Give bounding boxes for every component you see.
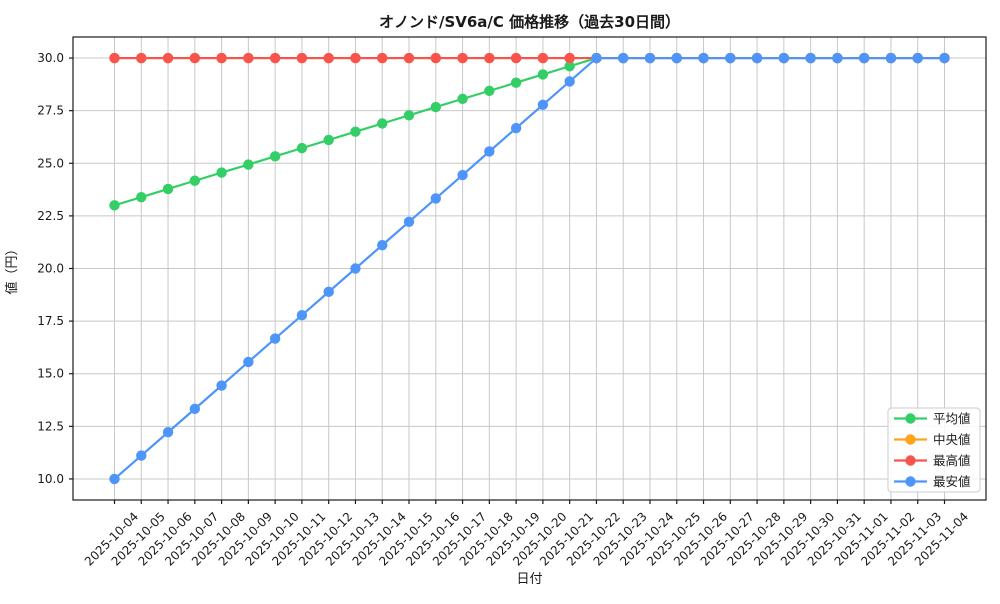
series-average-marker bbox=[350, 126, 361, 137]
series-lowest-marker bbox=[912, 52, 923, 64]
series-average-marker bbox=[430, 101, 441, 113]
legend-label: 中央値 bbox=[933, 432, 971, 447]
series-lowest-marker bbox=[350, 263, 361, 274]
series-lowest-marker bbox=[885, 52, 897, 64]
y-tick-label: 22.5 bbox=[37, 209, 64, 223]
legend-label: 最安値 bbox=[933, 474, 971, 489]
y-tick-label: 20.0 bbox=[37, 262, 64, 276]
series-lowest-marker bbox=[136, 450, 147, 461]
series-lowest-marker bbox=[537, 99, 549, 110]
series-highest-marker bbox=[189, 52, 201, 64]
series-lowest-marker bbox=[644, 52, 656, 64]
series-highest-marker bbox=[162, 52, 174, 64]
series-highest-marker bbox=[109, 52, 120, 64]
series-average-marker bbox=[189, 175, 201, 186]
series-layer bbox=[109, 52, 950, 485]
series-highest-marker bbox=[564, 52, 575, 64]
series-lowest-marker bbox=[189, 403, 201, 415]
series-highest-marker bbox=[216, 52, 227, 64]
series-average-marker bbox=[109, 200, 120, 211]
series-lowest bbox=[109, 52, 950, 485]
series-lowest-marker bbox=[725, 52, 736, 64]
y-tick-label: 17.5 bbox=[37, 314, 64, 328]
series-lowest-marker bbox=[832, 52, 843, 64]
legend-item-median: 中央値 bbox=[894, 432, 971, 447]
series-average-marker bbox=[564, 61, 575, 72]
series-lowest-marker bbox=[430, 193, 441, 204]
series-lowest-marker bbox=[510, 122, 522, 134]
series-lowest-marker bbox=[216, 380, 227, 391]
series-highest-marker bbox=[377, 52, 388, 64]
series-lowest-marker bbox=[591, 52, 602, 64]
y-axis-label: 値（円） bbox=[4, 242, 20, 294]
series-lowest-marker bbox=[296, 310, 308, 321]
series-lowest-marker bbox=[778, 52, 790, 64]
series-average-marker bbox=[377, 118, 388, 129]
legend-marker-icon bbox=[905, 434, 916, 445]
legend-item-lowest: 最安値 bbox=[894, 474, 971, 489]
legend-marker-icon bbox=[905, 455, 916, 466]
legend-item-highest: 最高値 bbox=[894, 453, 971, 468]
series-average-marker bbox=[403, 110, 415, 121]
series-lowest-marker bbox=[939, 52, 950, 64]
series-average-marker bbox=[136, 191, 147, 203]
y-tick-label: 12.5 bbox=[37, 419, 64, 433]
series-lowest-marker bbox=[457, 169, 468, 181]
series-lowest-marker bbox=[403, 216, 415, 227]
x-axis-label: 日付 bbox=[516, 572, 542, 587]
series-lowest-marker bbox=[162, 427, 174, 438]
series-average-marker bbox=[537, 69, 549, 80]
series-highest-marker bbox=[457, 52, 468, 64]
series-highest-marker bbox=[296, 52, 308, 64]
series-average-marker bbox=[323, 134, 334, 146]
series-average-marker bbox=[243, 159, 254, 170]
series-highest-marker bbox=[269, 52, 281, 64]
series-highest-marker bbox=[350, 52, 361, 64]
series-highest-marker bbox=[430, 52, 441, 64]
legend-item-average: 平均値 bbox=[894, 411, 971, 426]
series-lowest-marker bbox=[698, 52, 709, 64]
legend-label: 最高値 bbox=[933, 453, 971, 468]
series-highest-marker bbox=[136, 52, 147, 64]
series-lowest-marker bbox=[564, 76, 575, 87]
series-lowest-marker bbox=[323, 286, 334, 298]
series-lowest-marker bbox=[805, 52, 816, 64]
series-average-marker bbox=[269, 151, 281, 162]
series-lowest-marker bbox=[243, 356, 254, 368]
legend-label: 平均値 bbox=[933, 411, 971, 426]
y-tick-label: 30.0 bbox=[37, 51, 64, 65]
series-lowest-marker bbox=[618, 52, 629, 64]
series-highest-marker bbox=[484, 52, 495, 64]
series-average-marker bbox=[457, 93, 468, 105]
y-tick-label: 15.0 bbox=[37, 367, 64, 381]
chart-title: オノンド/SV6a/C 価格推移（過去30日間） bbox=[379, 13, 680, 31]
legend-marker-icon bbox=[905, 476, 916, 487]
series-highest-marker bbox=[323, 52, 334, 64]
y-tick-label: 10.0 bbox=[37, 472, 64, 486]
legend-marker-icon bbox=[905, 413, 916, 424]
legend-box bbox=[887, 407, 981, 493]
series-average-marker bbox=[216, 167, 227, 178]
series-highest-marker bbox=[403, 52, 415, 64]
series-lowest-marker bbox=[484, 146, 495, 157]
series-highest-marker bbox=[243, 52, 254, 64]
series-lowest-marker bbox=[858, 52, 870, 64]
series-average-marker bbox=[296, 142, 308, 154]
series-average-marker bbox=[484, 85, 495, 97]
series-lowest-marker bbox=[751, 52, 763, 64]
series-highest-marker bbox=[510, 52, 522, 64]
series-average-marker bbox=[510, 77, 522, 88]
series-highest-marker bbox=[537, 52, 549, 64]
series-lowest-marker bbox=[269, 333, 281, 344]
series-lowest-marker bbox=[671, 52, 682, 64]
y-tick-label: 25.0 bbox=[37, 156, 64, 170]
series-lowest-marker bbox=[109, 473, 120, 485]
series-average-marker bbox=[162, 183, 174, 195]
series-lowest-marker bbox=[377, 239, 388, 251]
y-tick-label: 27.5 bbox=[37, 104, 64, 118]
